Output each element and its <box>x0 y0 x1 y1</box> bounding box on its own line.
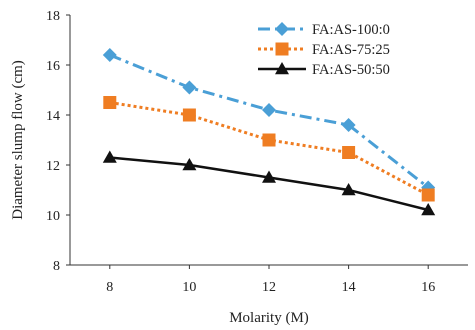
legend-marker <box>275 22 289 36</box>
data-point <box>103 96 117 109</box>
data-point <box>182 158 197 171</box>
data-point <box>342 146 356 159</box>
y-tick-label: 8 <box>53 259 60 274</box>
data-point <box>262 170 276 183</box>
y-tick-label: 14 <box>46 109 60 124</box>
x-tick-label: 14 <box>342 280 356 295</box>
series-3 <box>102 150 436 216</box>
y-tick-label: 12 <box>46 159 60 174</box>
data-point <box>182 80 197 95</box>
data-point <box>421 203 436 216</box>
x-axis-label: Molarity (M) <box>229 310 309 326</box>
legend-item: FA:AS-50:50 <box>258 62 390 78</box>
series-2 <box>103 96 435 202</box>
legend-marker <box>275 62 289 75</box>
legend-label: FA:AS-50:50 <box>312 62 390 78</box>
y-axis-label: Diameter slump flow (cm) <box>10 60 26 220</box>
data-point <box>102 48 117 62</box>
legend: FA:AS-100:0 FA:AS-75:25 FA:AS-50:50 <box>258 22 390 78</box>
data-point <box>262 103 276 117</box>
x-tick-label: 12 <box>262 280 276 295</box>
legend-item: FA:AS-100:0 <box>258 22 390 38</box>
y-tick-label: 10 <box>46 209 60 224</box>
x-tick-label: 16 <box>421 280 435 295</box>
y-ticks: 8 10 12 14 16 18 <box>46 9 70 274</box>
y-tick-label: 16 <box>46 59 60 74</box>
data-point <box>341 118 356 132</box>
x-tick-label: 10 <box>182 280 196 295</box>
legend-label: FA:AS-100:0 <box>312 22 390 38</box>
legend-item: FA:AS-75:25 <box>258 42 390 58</box>
x-ticks: 8 10 12 14 16 <box>106 265 435 295</box>
data-point <box>421 188 435 202</box>
y-tick-label: 18 <box>46 9 60 24</box>
data-point <box>341 183 356 196</box>
data-point <box>182 108 196 122</box>
data-point <box>102 150 117 163</box>
legend-marker <box>275 42 289 56</box>
legend-label: FA:AS-75:25 <box>312 42 390 58</box>
x-tick-label: 8 <box>106 280 113 295</box>
series-line <box>109 156 429 212</box>
series-layer <box>102 48 436 216</box>
data-point <box>262 133 276 147</box>
